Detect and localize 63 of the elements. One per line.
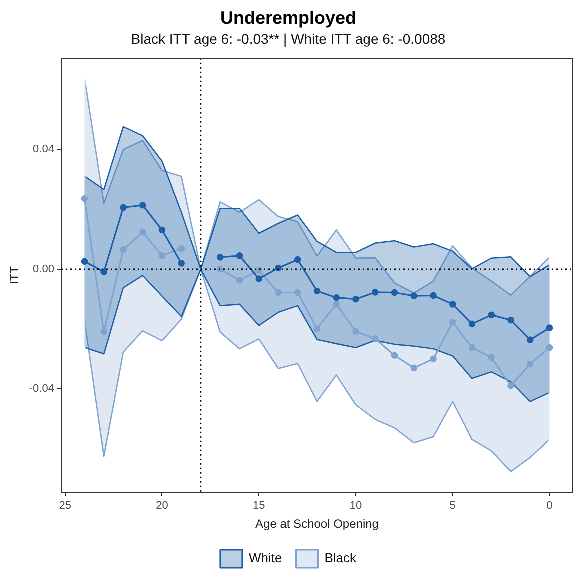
point <box>139 202 146 209</box>
point <box>178 245 186 252</box>
point <box>275 289 282 296</box>
point <box>352 328 360 336</box>
point <box>333 301 340 308</box>
point <box>449 318 456 326</box>
legend-label: Black <box>324 550 358 566</box>
point <box>275 264 282 272</box>
y-tick-label: 0.04 <box>33 144 54 156</box>
point <box>508 316 514 324</box>
x-tick-label: 15 <box>252 500 266 512</box>
point <box>372 335 379 342</box>
point <box>488 312 496 319</box>
point <box>526 360 534 368</box>
point <box>430 292 437 300</box>
point <box>236 277 244 284</box>
x-axis-title: Age at School Opening <box>256 517 379 532</box>
point <box>120 204 127 212</box>
point <box>139 228 146 236</box>
point <box>314 326 321 332</box>
point <box>391 352 398 360</box>
x-tick-label: 5 <box>450 500 456 512</box>
y-tick-label: -0.04 <box>29 383 54 396</box>
point <box>120 246 127 254</box>
point <box>158 226 166 234</box>
point <box>508 382 514 390</box>
point <box>468 320 476 328</box>
point <box>468 344 476 352</box>
x-tick-label: 10 <box>350 500 362 512</box>
point <box>216 266 224 273</box>
point <box>294 289 302 296</box>
x-tick-label: 25 <box>59 500 72 512</box>
x-tick-label: 0 <box>546 500 553 512</box>
point <box>81 258 88 266</box>
point <box>158 252 166 260</box>
point <box>100 328 108 336</box>
point <box>314 288 321 295</box>
point <box>216 254 224 261</box>
point <box>410 292 418 300</box>
point <box>256 267 263 274</box>
point <box>81 195 88 202</box>
point <box>449 301 456 308</box>
point <box>546 344 554 352</box>
point <box>333 294 340 302</box>
point <box>178 260 186 267</box>
point <box>352 296 360 303</box>
point <box>526 336 534 344</box>
point <box>391 289 398 296</box>
point <box>256 276 263 282</box>
point <box>488 354 496 362</box>
point <box>100 268 108 276</box>
point <box>546 324 554 332</box>
x-tick-label: 20 <box>156 500 168 512</box>
chart-title: Underemployed <box>220 8 357 28</box>
point <box>372 289 379 296</box>
legend-label: White <box>248 550 282 566</box>
point <box>294 256 302 264</box>
y-tick-label: 0.00 <box>33 263 54 276</box>
y-axis-title: ITT <box>8 266 22 284</box>
chart-subtitle: Black ITT age 6: -0.03** | White ITT age 6: -0.0088 <box>131 30 446 47</box>
point <box>410 364 418 372</box>
point <box>236 252 244 260</box>
point <box>430 356 437 363</box>
